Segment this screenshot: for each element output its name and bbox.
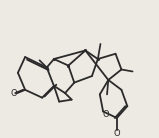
Text: O: O [114,129,120,138]
Text: O: O [102,110,109,119]
Text: O: O [11,89,17,98]
